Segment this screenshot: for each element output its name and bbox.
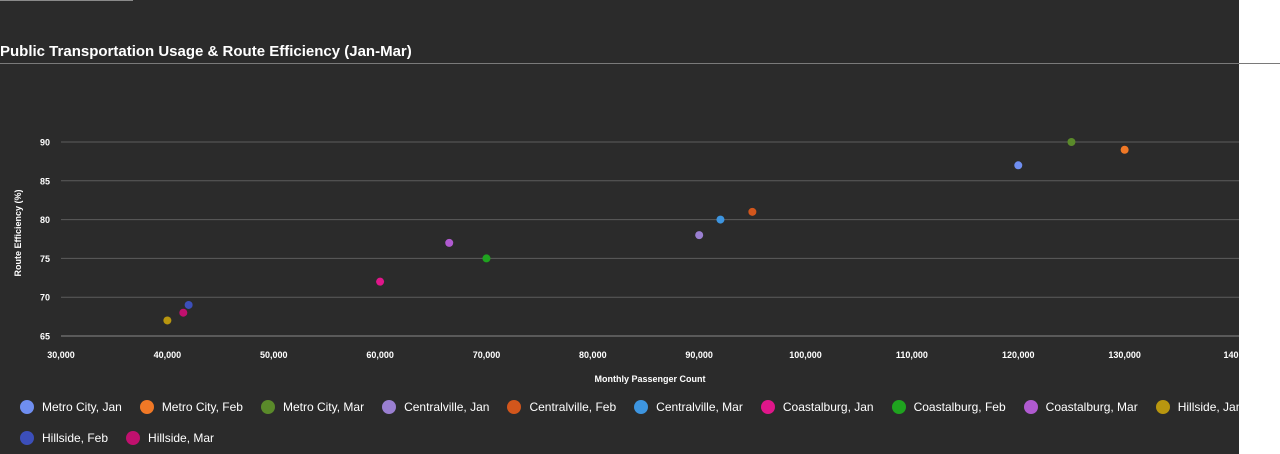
data-point[interactable] <box>445 238 454 247</box>
legend-label: Centralville, Jan <box>404 400 490 414</box>
data-points <box>163 138 1129 325</box>
y-tick-label: 70 <box>40 293 50 303</box>
legend-label: Centralville, Mar <box>656 400 743 414</box>
legend-color-dot <box>260 400 275 414</box>
legend-color-dot <box>1155 400 1170 414</box>
y-tick-label: 65 <box>40 332 50 342</box>
legend-color-dot <box>20 431 34 445</box>
x-tick-label: 110,000 <box>896 350 928 360</box>
chart-panel <box>0 0 1239 454</box>
legend-color-dot <box>507 400 522 414</box>
legend-item[interactable]: Centralville, Jan <box>382 400 489 414</box>
data-point[interactable] <box>179 308 188 317</box>
legend-label: Centralville, Feb <box>529 400 617 414</box>
legend-row: Hillside, Feb Hillside, Mar <box>20 427 232 449</box>
legend-label: Coastalburg, Feb <box>913 400 1006 414</box>
legend-color-dot <box>20 400 34 414</box>
top-tab-indicator <box>0 0 133 1</box>
legend-color-dot <box>891 400 906 414</box>
data-point[interactable] <box>184 300 193 309</box>
legend-item[interactable]: Metro City, Mar <box>260 400 365 414</box>
legend-color-dot <box>760 400 775 414</box>
legend-label: Metro City, Jan <box>42 400 122 414</box>
scatter-chart: 65 70 75 80 85 90 30,000 40,000 50,000 60,000 70,… <box>13 138 1239 384</box>
y-tick-label: 80 <box>40 215 50 225</box>
legend-item[interactable]: Metro City, Feb <box>139 400 243 414</box>
x-tick-label: 40,000 <box>154 350 182 360</box>
y-tick-label: 75 <box>40 254 50 264</box>
grid-lines <box>61 141 1239 337</box>
legend-label: Metro City, Feb <box>161 400 243 414</box>
legend-item[interactable]: Coastalburg, Jan <box>760 400 874 414</box>
data-point[interactable] <box>748 207 757 216</box>
y-tick-label: 90 <box>40 138 50 148</box>
x-tick-label: 60,000 <box>366 350 394 360</box>
legend-row: Metro City, Jan Metro City, Feb Metro City… <box>20 396 1260 418</box>
legend-item[interactable]: Centralville, Mar <box>634 400 743 414</box>
legend-label: Hillside, Jan <box>1177 400 1243 414</box>
data-point[interactable] <box>376 277 385 286</box>
legend-color-dot <box>126 431 141 445</box>
legend-color-dot <box>139 400 154 414</box>
x-axis-label: Monthly Passenger Count <box>594 374 705 384</box>
y-axis-label: Route Efficiency (%) <box>13 189 23 276</box>
legend-item[interactable]: Hillside, Mar <box>126 431 214 445</box>
data-point[interactable] <box>163 316 172 325</box>
x-tick-label: 50,000 <box>260 350 288 360</box>
x-tick-label: 70,000 <box>473 350 501 360</box>
legend-item[interactable]: Centralville, Feb <box>507 400 616 414</box>
legend-label: Coastalburg, Jan <box>782 400 874 414</box>
data-point[interactable] <box>695 231 704 240</box>
legend-label: Coastalburg, Mar <box>1045 400 1138 414</box>
legend-item[interactable]: Metro City, Jan <box>20 400 122 414</box>
x-tick-label: 140 <box>1223 350 1238 360</box>
x-tick-label: 30,000 <box>47 350 75 360</box>
legend-item[interactable]: Hillside, Feb <box>20 431 108 445</box>
data-point[interactable] <box>482 254 491 263</box>
data-point[interactable] <box>1067 138 1076 146</box>
legend-item[interactable]: Coastalburg, Mar <box>1023 400 1138 414</box>
legend-color-dot <box>1023 400 1038 414</box>
y-axis-ticks: 65 70 75 80 85 90 <box>40 138 50 342</box>
data-point[interactable] <box>1120 145 1129 154</box>
x-axis-ticks: 30,000 40,000 50,000 60,000 70,000 80,000 90,0… <box>47 350 1238 360</box>
legend-item[interactable]: Coastalburg, Feb <box>891 400 1006 414</box>
legend-label: Hillside, Mar <box>148 431 215 445</box>
x-tick-label: 130,000 <box>1108 350 1141 360</box>
data-point[interactable] <box>1014 161 1023 170</box>
legend-label: Metro City, Mar <box>282 400 365 414</box>
x-tick-label: 80,000 <box>579 350 607 360</box>
data-point[interactable] <box>716 215 725 224</box>
x-tick-label: 90,000 <box>685 350 713 360</box>
title-divider <box>0 63 1280 64</box>
legend-item[interactable]: Hillside, Jan <box>1155 400 1243 414</box>
chart-title: Public Transportation Usage & Route Effi… <box>0 43 412 60</box>
x-tick-label: 100,000 <box>789 350 822 360</box>
legend-color-dot <box>382 400 397 414</box>
y-tick-label: 85 <box>40 176 50 186</box>
legend-label: Hillside, Feb <box>42 431 109 445</box>
legend-color-dot <box>634 400 649 414</box>
x-tick-label: 120,000 <box>1002 350 1035 360</box>
